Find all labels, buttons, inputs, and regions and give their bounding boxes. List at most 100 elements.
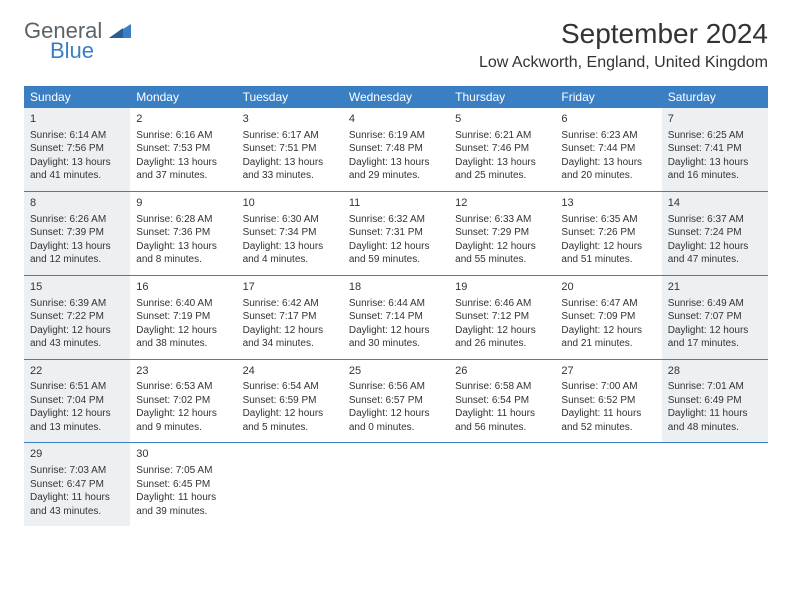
sunset-line: Sunset: 7:02 PM bbox=[136, 394, 230, 408]
day-number: 14 bbox=[668, 196, 762, 211]
title-block: September 2024 Low Ackworth, England, Un… bbox=[479, 18, 768, 72]
sunset-line: Sunset: 7:17 PM bbox=[243, 310, 337, 324]
sunset-line: Sunset: 7:48 PM bbox=[349, 142, 443, 156]
day-cell: 20Sunrise: 6:47 AMSunset: 7:09 PMDayligh… bbox=[555, 276, 661, 359]
sunset-line: Sunset: 7:56 PM bbox=[30, 142, 124, 156]
daylight-line: Daylight: 12 hours and 51 minutes. bbox=[561, 240, 655, 267]
day-number: 1 bbox=[30, 112, 124, 127]
day-cell: 22Sunrise: 6:51 AMSunset: 7:04 PMDayligh… bbox=[24, 360, 130, 443]
weekday-header: Friday bbox=[555, 86, 661, 108]
day-cell: 3Sunrise: 6:17 AMSunset: 7:51 PMDaylight… bbox=[237, 108, 343, 191]
sunset-line: Sunset: 7:07 PM bbox=[668, 310, 762, 324]
day-cell: 9Sunrise: 6:28 AMSunset: 7:36 PMDaylight… bbox=[130, 192, 236, 275]
day-number: 4 bbox=[349, 112, 443, 127]
day-cell: 16Sunrise: 6:40 AMSunset: 7:19 PMDayligh… bbox=[130, 276, 236, 359]
day-number: 25 bbox=[349, 364, 443, 379]
sunset-line: Sunset: 7:19 PM bbox=[136, 310, 230, 324]
sunrise-line: Sunrise: 6:17 AM bbox=[243, 129, 337, 143]
day-number: 28 bbox=[668, 364, 762, 379]
sunrise-line: Sunrise: 6:19 AM bbox=[349, 129, 443, 143]
sunrise-line: Sunrise: 6:56 AM bbox=[349, 380, 443, 394]
day-number: 11 bbox=[349, 196, 443, 211]
sunrise-line: Sunrise: 6:28 AM bbox=[136, 213, 230, 227]
daylight-line: Daylight: 11 hours and 52 minutes. bbox=[561, 407, 655, 434]
weekday-header: Wednesday bbox=[343, 86, 449, 108]
sunrise-line: Sunrise: 6:49 AM bbox=[668, 297, 762, 311]
sunrise-line: Sunrise: 7:01 AM bbox=[668, 380, 762, 394]
day-number: 2 bbox=[136, 112, 230, 127]
day-cell: 11Sunrise: 6:32 AMSunset: 7:31 PMDayligh… bbox=[343, 192, 449, 275]
day-number: 21 bbox=[668, 280, 762, 295]
weekday-header: Tuesday bbox=[237, 86, 343, 108]
daylight-line: Daylight: 13 hours and 16 minutes. bbox=[668, 156, 762, 183]
daylight-line: Daylight: 11 hours and 39 minutes. bbox=[136, 491, 230, 518]
day-cell: 13Sunrise: 6:35 AMSunset: 7:26 PMDayligh… bbox=[555, 192, 661, 275]
sunrise-line: Sunrise: 6:14 AM bbox=[30, 129, 124, 143]
sunset-line: Sunset: 7:12 PM bbox=[455, 310, 549, 324]
sunset-line: Sunset: 7:24 PM bbox=[668, 226, 762, 240]
daylight-line: Daylight: 12 hours and 13 minutes. bbox=[30, 407, 124, 434]
sunrise-line: Sunrise: 6:30 AM bbox=[243, 213, 337, 227]
sunrise-line: Sunrise: 6:42 AM bbox=[243, 297, 337, 311]
day-cell: 12Sunrise: 6:33 AMSunset: 7:29 PMDayligh… bbox=[449, 192, 555, 275]
day-cell: 18Sunrise: 6:44 AMSunset: 7:14 PMDayligh… bbox=[343, 276, 449, 359]
day-number: 13 bbox=[561, 196, 655, 211]
sunset-line: Sunset: 7:14 PM bbox=[349, 310, 443, 324]
sunset-line: Sunset: 7:46 PM bbox=[455, 142, 549, 156]
day-number: 7 bbox=[668, 112, 762, 127]
sunrise-line: Sunrise: 6:39 AM bbox=[30, 297, 124, 311]
weekday-header: Monday bbox=[130, 86, 236, 108]
day-cell: 29Sunrise: 7:03 AMSunset: 6:47 PMDayligh… bbox=[24, 443, 130, 526]
sunset-line: Sunset: 6:49 PM bbox=[668, 394, 762, 408]
day-number: 17 bbox=[243, 280, 337, 295]
daylight-line: Daylight: 13 hours and 25 minutes. bbox=[455, 156, 549, 183]
sunrise-line: Sunrise: 6:37 AM bbox=[668, 213, 762, 227]
day-number: 29 bbox=[30, 447, 124, 462]
daylight-line: Daylight: 12 hours and 55 minutes. bbox=[455, 240, 549, 267]
day-number: 15 bbox=[30, 280, 124, 295]
day-cell bbox=[237, 443, 343, 526]
day-number: 30 bbox=[136, 447, 230, 462]
sunrise-line: Sunrise: 6:46 AM bbox=[455, 297, 549, 311]
day-cell: 4Sunrise: 6:19 AMSunset: 7:48 PMDaylight… bbox=[343, 108, 449, 191]
day-number: 22 bbox=[30, 364, 124, 379]
sunrise-line: Sunrise: 6:51 AM bbox=[30, 380, 124, 394]
sunset-line: Sunset: 7:22 PM bbox=[30, 310, 124, 324]
day-number: 12 bbox=[455, 196, 549, 211]
daylight-line: Daylight: 13 hours and 12 minutes. bbox=[30, 240, 124, 267]
weekday-header: Sunday bbox=[24, 86, 130, 108]
sunrise-line: Sunrise: 6:32 AM bbox=[349, 213, 443, 227]
daylight-line: Daylight: 12 hours and 26 minutes. bbox=[455, 324, 549, 351]
weekday-header: Saturday bbox=[662, 86, 768, 108]
sunset-line: Sunset: 7:41 PM bbox=[668, 142, 762, 156]
brand-logo: General Blue bbox=[24, 18, 131, 64]
day-number: 6 bbox=[561, 112, 655, 127]
daylight-line: Daylight: 13 hours and 20 minutes. bbox=[561, 156, 655, 183]
day-cell: 25Sunrise: 6:56 AMSunset: 6:57 PMDayligh… bbox=[343, 360, 449, 443]
sunset-line: Sunset: 7:04 PM bbox=[30, 394, 124, 408]
sunrise-line: Sunrise: 6:40 AM bbox=[136, 297, 230, 311]
day-number: 24 bbox=[243, 364, 337, 379]
sunset-line: Sunset: 7:09 PM bbox=[561, 310, 655, 324]
sunrise-line: Sunrise: 6:16 AM bbox=[136, 129, 230, 143]
daylight-line: Daylight: 12 hours and 43 minutes. bbox=[30, 324, 124, 351]
daylight-line: Daylight: 12 hours and 9 minutes. bbox=[136, 407, 230, 434]
sunset-line: Sunset: 7:53 PM bbox=[136, 142, 230, 156]
day-cell: 27Sunrise: 7:00 AMSunset: 6:52 PMDayligh… bbox=[555, 360, 661, 443]
daylight-line: Daylight: 13 hours and 41 minutes. bbox=[30, 156, 124, 183]
daylight-line: Daylight: 12 hours and 0 minutes. bbox=[349, 407, 443, 434]
day-number: 20 bbox=[561, 280, 655, 295]
daylight-line: Daylight: 13 hours and 8 minutes. bbox=[136, 240, 230, 267]
sunset-line: Sunset: 7:51 PM bbox=[243, 142, 337, 156]
day-number: 10 bbox=[243, 196, 337, 211]
day-cell: 5Sunrise: 6:21 AMSunset: 7:46 PMDaylight… bbox=[449, 108, 555, 191]
weekday-header: Thursday bbox=[449, 86, 555, 108]
sunset-line: Sunset: 6:47 PM bbox=[30, 478, 124, 492]
daylight-line: Daylight: 13 hours and 4 minutes. bbox=[243, 240, 337, 267]
day-cell: 17Sunrise: 6:42 AMSunset: 7:17 PMDayligh… bbox=[237, 276, 343, 359]
sunrise-line: Sunrise: 6:23 AM bbox=[561, 129, 655, 143]
day-cell: 21Sunrise: 6:49 AMSunset: 7:07 PMDayligh… bbox=[662, 276, 768, 359]
day-cell: 8Sunrise: 6:26 AMSunset: 7:39 PMDaylight… bbox=[24, 192, 130, 275]
day-cell: 1 Sunrise: 6:14 AMSunset: 7:56 PMDaylight… bbox=[24, 108, 130, 191]
day-cell: 24Sunrise: 6:54 AMSunset: 6:59 PMDayligh… bbox=[237, 360, 343, 443]
